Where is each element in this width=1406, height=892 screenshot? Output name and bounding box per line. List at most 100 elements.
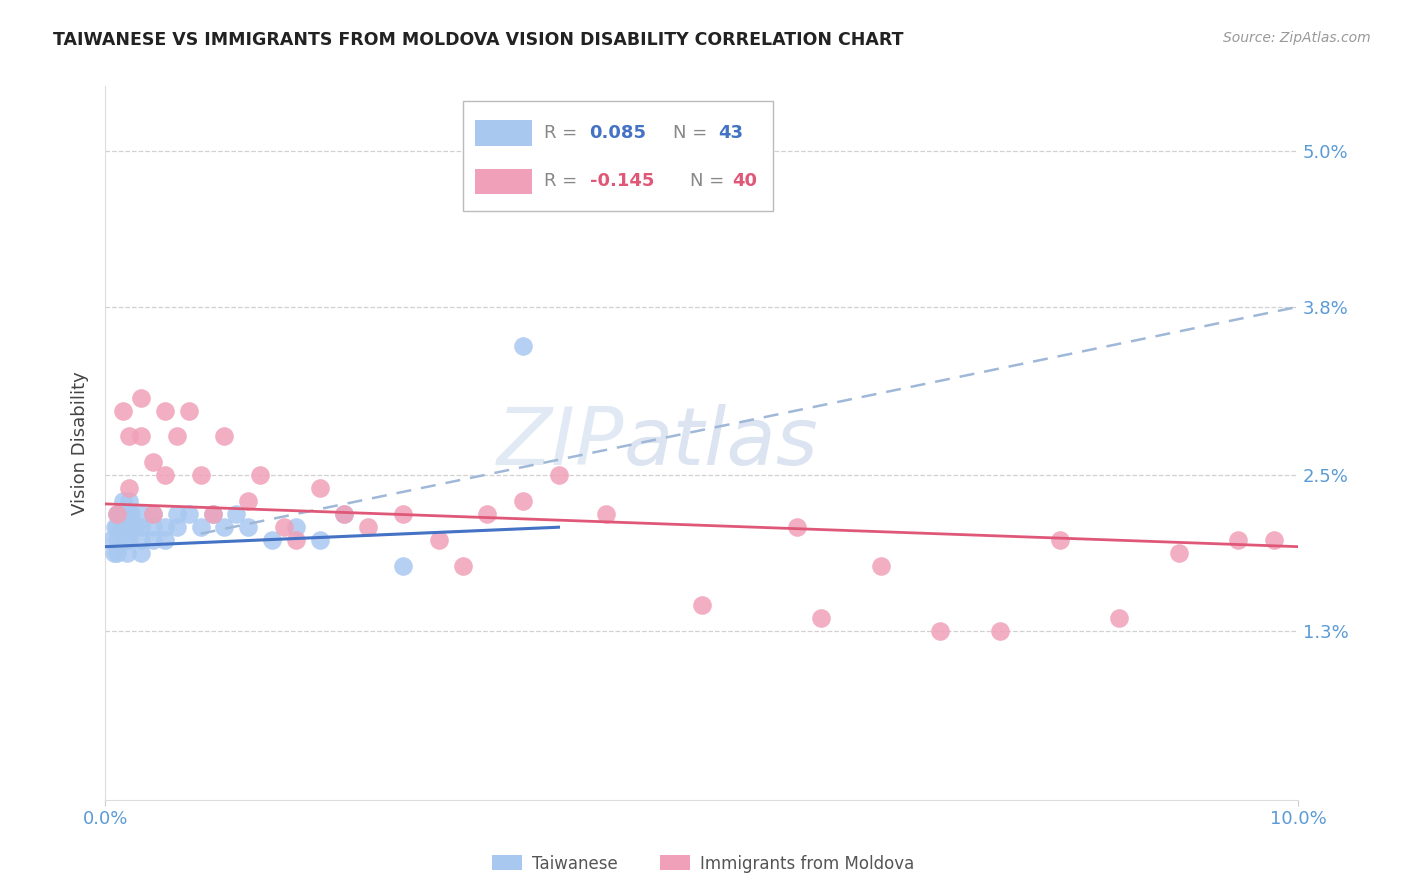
Point xyxy=(142,508,165,522)
Point xyxy=(273,520,295,534)
Point xyxy=(105,533,128,548)
Point xyxy=(1227,533,1250,548)
Point xyxy=(129,391,152,405)
Point xyxy=(118,533,141,548)
Point xyxy=(225,508,247,522)
Point xyxy=(112,520,135,534)
Point xyxy=(238,520,260,534)
Point xyxy=(129,533,152,548)
Point xyxy=(427,533,450,548)
Point xyxy=(1263,533,1285,548)
Point xyxy=(114,533,136,548)
Point xyxy=(201,508,224,522)
Point xyxy=(118,508,141,522)
Point xyxy=(120,508,142,522)
Point xyxy=(153,468,176,483)
Point xyxy=(177,508,200,522)
Point xyxy=(451,559,474,574)
Text: N =: N = xyxy=(690,172,730,191)
Point xyxy=(166,429,188,443)
Text: 40: 40 xyxy=(733,172,758,191)
Point xyxy=(309,533,332,548)
Point xyxy=(105,508,128,522)
Point xyxy=(153,520,176,534)
Point xyxy=(512,339,534,353)
FancyBboxPatch shape xyxy=(475,169,533,194)
Point xyxy=(512,494,534,508)
Point xyxy=(309,481,332,495)
Point xyxy=(118,481,141,495)
Point xyxy=(104,520,127,534)
Point xyxy=(118,520,141,534)
Point xyxy=(475,508,498,522)
Point xyxy=(100,533,122,548)
Point xyxy=(929,624,952,638)
Point xyxy=(142,533,165,548)
Point xyxy=(690,598,713,612)
Point xyxy=(262,533,284,548)
Text: TAIWANESE VS IMMIGRANTS FROM MOLDOVA VISION DISABILITY CORRELATION CHART: TAIWANESE VS IMMIGRANTS FROM MOLDOVA VIS… xyxy=(53,31,904,49)
Point xyxy=(153,533,176,548)
Point xyxy=(988,624,1011,638)
Point xyxy=(547,468,569,483)
Point xyxy=(142,455,165,469)
Text: Source: ZipAtlas.com: Source: ZipAtlas.com xyxy=(1223,31,1371,45)
Point xyxy=(201,508,224,522)
Y-axis label: Vision Disability: Vision Disability xyxy=(72,371,89,515)
Point xyxy=(105,546,128,560)
Point xyxy=(786,520,808,534)
Legend: Taiwanese, Immigrants from Moldova: Taiwanese, Immigrants from Moldova xyxy=(485,848,921,880)
Text: 43: 43 xyxy=(718,124,744,142)
Text: N =: N = xyxy=(673,124,713,142)
Point xyxy=(190,520,212,534)
Point xyxy=(595,508,617,522)
Point xyxy=(118,429,141,443)
Point xyxy=(333,508,356,522)
Point xyxy=(115,546,138,560)
Point xyxy=(285,533,308,548)
Text: ZIP: ZIP xyxy=(496,404,624,482)
Point xyxy=(214,429,236,443)
Point xyxy=(1049,533,1071,548)
Text: R =: R = xyxy=(544,124,583,142)
FancyBboxPatch shape xyxy=(475,120,533,145)
Point xyxy=(214,520,236,534)
Point xyxy=(118,494,141,508)
Point xyxy=(112,494,135,508)
Point xyxy=(129,520,152,534)
Point xyxy=(142,508,165,522)
Point xyxy=(810,611,832,625)
Point xyxy=(392,508,415,522)
Point xyxy=(190,468,212,483)
Point xyxy=(1108,611,1130,625)
Point xyxy=(129,429,152,443)
Point xyxy=(285,520,308,534)
Point xyxy=(356,520,378,534)
Point xyxy=(249,468,271,483)
Text: -0.145: -0.145 xyxy=(589,172,654,191)
Point xyxy=(129,546,152,560)
Point xyxy=(869,559,891,574)
Point xyxy=(166,520,188,534)
Point xyxy=(153,403,176,417)
Point xyxy=(108,508,131,522)
Point xyxy=(129,508,152,522)
Point xyxy=(166,508,188,522)
Text: R =: R = xyxy=(544,172,583,191)
Point xyxy=(177,403,200,417)
Point xyxy=(112,508,135,522)
Point xyxy=(112,403,135,417)
Point xyxy=(392,559,415,574)
Point xyxy=(110,520,132,534)
Point xyxy=(142,520,165,534)
FancyBboxPatch shape xyxy=(463,101,773,211)
Point xyxy=(103,546,125,560)
Point xyxy=(333,508,356,522)
Text: 0.085: 0.085 xyxy=(589,124,647,142)
Point xyxy=(124,520,146,534)
Point xyxy=(105,520,128,534)
Point xyxy=(105,508,128,522)
Text: atlas: atlas xyxy=(624,404,818,482)
Point xyxy=(1167,546,1189,560)
Point xyxy=(238,494,260,508)
